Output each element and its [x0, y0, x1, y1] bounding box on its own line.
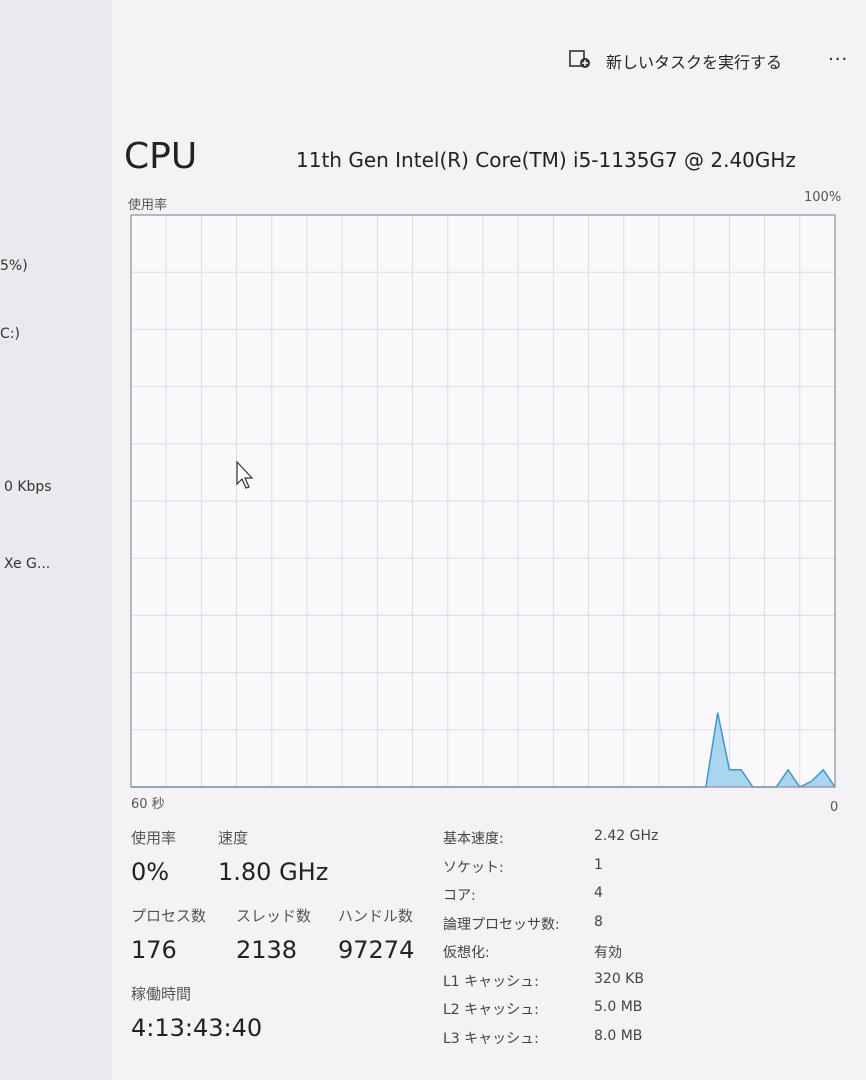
spec-label: L2 キャッシュ:	[443, 1002, 539, 1018]
spec-label: ソケット:	[443, 859, 504, 876]
spec-label: コア:	[443, 888, 476, 904]
spec-value: 有効	[594, 945, 622, 961]
stat-value: 176	[131, 936, 177, 964]
spec-value: 2.42 GHz	[594, 828, 659, 844]
more-button[interactable]: ...	[828, 44, 849, 65]
spec-label: 論理プロセッサ数:	[443, 916, 560, 933]
spec-value: 8	[594, 913, 603, 930]
graph-border	[130, 214, 836, 788]
usage-line	[131, 712, 836, 788]
graph-background	[131, 215, 835, 787]
stat-value: 1.80 GHz	[218, 858, 329, 886]
usage-area	[131, 712, 835, 787]
spec-value: 8.0 MB	[594, 1027, 643, 1044]
stat-value: 0%	[131, 858, 170, 886]
stat-label: スレッド数	[236, 907, 312, 925]
stat-value: 2138	[236, 936, 298, 964]
run-task-icon[interactable]	[568, 48, 592, 70]
stat-value: 97274	[338, 936, 415, 964]
title: CPU	[124, 136, 198, 177]
spec-value: 5.0 MB	[594, 999, 643, 1015]
stat-label: 稼働時間	[131, 985, 192, 1003]
run-task-button[interactable]: 新しいタスクを実行する	[606, 53, 783, 72]
spec-label: 仮想化:	[443, 945, 490, 961]
stat-value: 4:13:43:40	[131, 1014, 263, 1042]
spec-value: 320 KB	[594, 970, 644, 987]
graph-min-label: 0	[830, 800, 839, 815]
sidebar-item[interactable]: 5%)	[0, 258, 28, 274]
stat-label: ハンドル数	[338, 907, 414, 925]
stat-label: プロセス数	[131, 907, 207, 925]
graph-max-label: 100%	[804, 190, 842, 205]
sidebar-item[interactable]: 0 Kbps	[4, 479, 52, 495]
spec-label: L1 キャッシュ:	[443, 973, 539, 990]
mouse-cursor	[236, 460, 254, 489]
stat-label: 使用率	[131, 829, 177, 847]
sidebar-item[interactable]: Xe G...	[4, 556, 51, 572]
spec-label: 基本速度:	[443, 831, 504, 847]
spec-label: L3 キャッシュ:	[443, 1030, 539, 1047]
time-label: 60 秒	[131, 797, 165, 812]
spec-value: 1	[594, 856, 603, 873]
sidebar-item[interactable]: C:)	[0, 326, 20, 342]
cpu-name: 11th Gen Intel(R) Core(TM) i5-1135G7 @ 2…	[296, 148, 796, 172]
graph-label: 使用率	[128, 198, 168, 213]
spec-value: 4	[594, 885, 603, 901]
sidebar: 5%) C:) 0 Kbps Xe G...	[0, 0, 112, 1080]
stat-label: 速度	[218, 829, 249, 847]
